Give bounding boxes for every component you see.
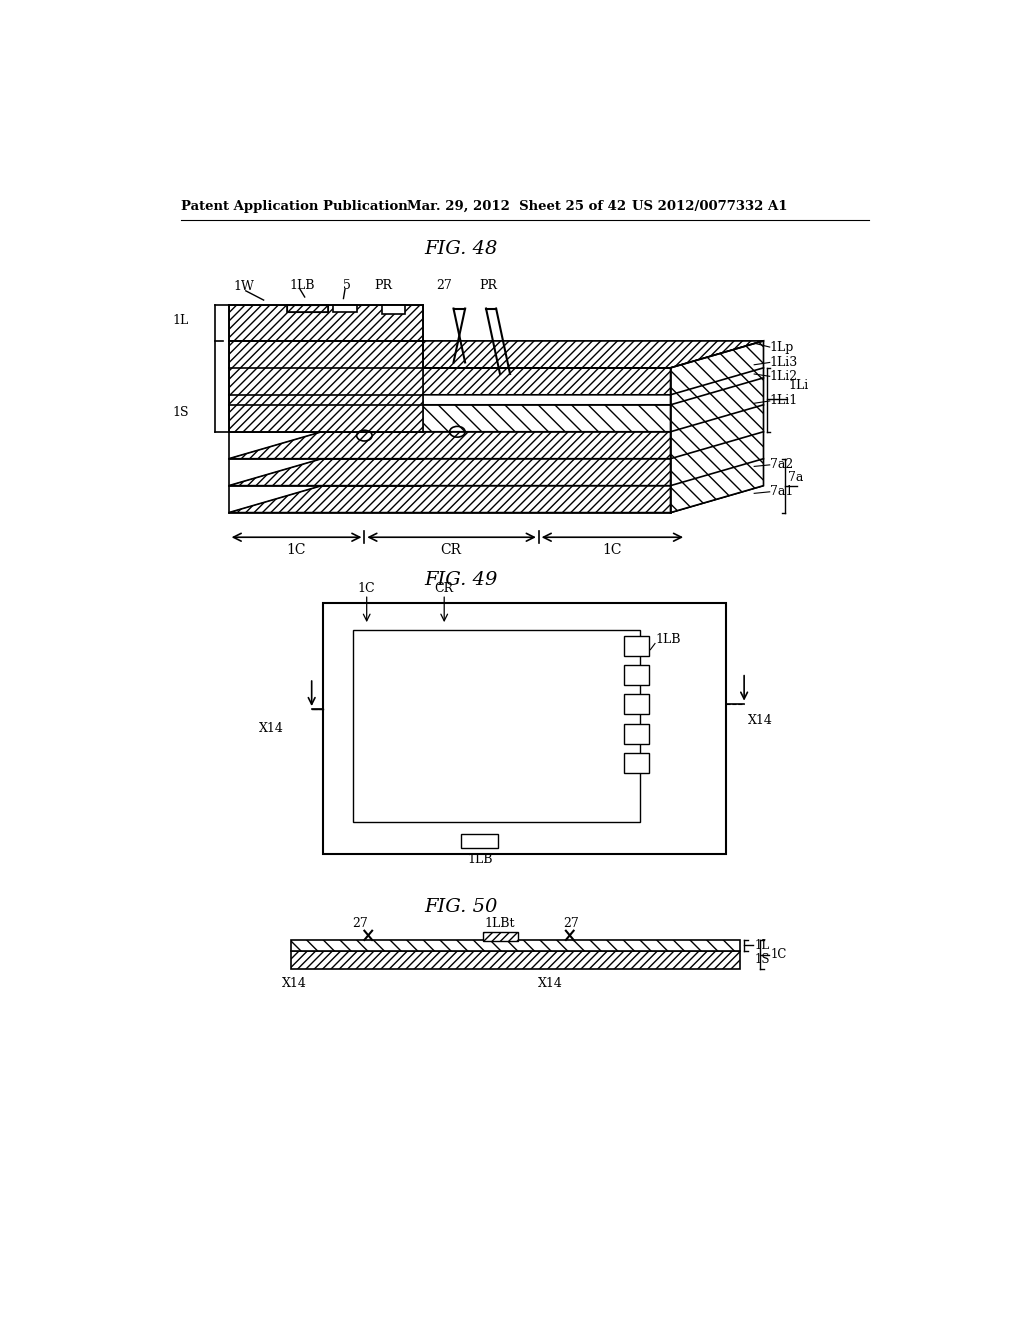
Text: 7a1: 7a1 (770, 486, 793, 499)
Bar (624, 694, 649, 714)
Text: 1Li: 1Li (788, 379, 809, 392)
Text: 1S: 1S (755, 953, 770, 966)
Bar (624, 636, 649, 656)
Text: Mar. 29, 2012  Sheet 25 of 42: Mar. 29, 2012 Sheet 25 of 42 (407, 199, 626, 213)
Text: PR: PR (375, 279, 393, 292)
Text: X14: X14 (259, 722, 284, 735)
Text: 1C: 1C (603, 543, 623, 557)
Text: FIG. 48: FIG. 48 (425, 240, 498, 259)
Text: FIG. 50: FIG. 50 (425, 898, 498, 916)
Text: 27: 27 (352, 916, 369, 929)
Text: 1C: 1C (287, 543, 306, 557)
Bar (624, 665, 649, 685)
Text: X14: X14 (283, 977, 307, 990)
Polygon shape (228, 486, 764, 512)
Text: Patent Application Publication: Patent Application Publication (180, 199, 408, 213)
Text: 1Lp: 1Lp (770, 341, 794, 354)
Bar (291, 950, 740, 969)
Text: 1Li1: 1Li1 (770, 395, 798, 408)
Text: 1S: 1S (172, 407, 188, 418)
Bar (352, 630, 640, 822)
Text: CR: CR (434, 582, 454, 594)
Text: 1LBt: 1LBt (484, 916, 515, 929)
Text: 1C: 1C (770, 948, 786, 961)
Text: 1Li2: 1Li2 (770, 370, 798, 383)
Text: X14: X14 (748, 714, 773, 727)
Bar (461, 834, 499, 847)
Text: 27: 27 (563, 916, 580, 929)
Text: 7a: 7a (788, 471, 804, 484)
Polygon shape (228, 305, 423, 341)
Polygon shape (228, 341, 423, 432)
Polygon shape (228, 432, 764, 459)
Text: 1L: 1L (172, 314, 188, 326)
Text: 1LB: 1LB (289, 279, 314, 292)
Text: 1LB: 1LB (655, 634, 681, 647)
Polygon shape (334, 305, 356, 313)
Text: PR: PR (479, 279, 498, 292)
Text: FIG. 49: FIG. 49 (425, 572, 498, 589)
Bar (291, 940, 740, 950)
Text: 1C: 1C (357, 582, 376, 594)
Bar (324, 603, 726, 854)
Bar (483, 932, 518, 941)
Polygon shape (228, 368, 764, 395)
Bar (624, 723, 649, 743)
Text: CR: CR (440, 543, 462, 557)
Text: US 2012/0077332 A1: US 2012/0077332 A1 (632, 199, 787, 213)
Bar (624, 752, 649, 774)
Polygon shape (228, 405, 764, 432)
Text: 1LB: 1LB (468, 853, 494, 866)
Polygon shape (287, 305, 328, 313)
Text: 1Li3: 1Li3 (770, 356, 798, 370)
Polygon shape (382, 305, 406, 314)
Text: 1W: 1W (233, 280, 254, 293)
Polygon shape (228, 378, 764, 405)
Polygon shape (228, 459, 764, 486)
Text: 27: 27 (436, 279, 452, 292)
Polygon shape (228, 341, 764, 368)
Polygon shape (671, 341, 764, 512)
Text: 1L: 1L (755, 939, 770, 952)
Text: 7a2: 7a2 (770, 458, 793, 471)
Text: X14: X14 (538, 977, 563, 990)
Text: 5: 5 (343, 279, 351, 292)
